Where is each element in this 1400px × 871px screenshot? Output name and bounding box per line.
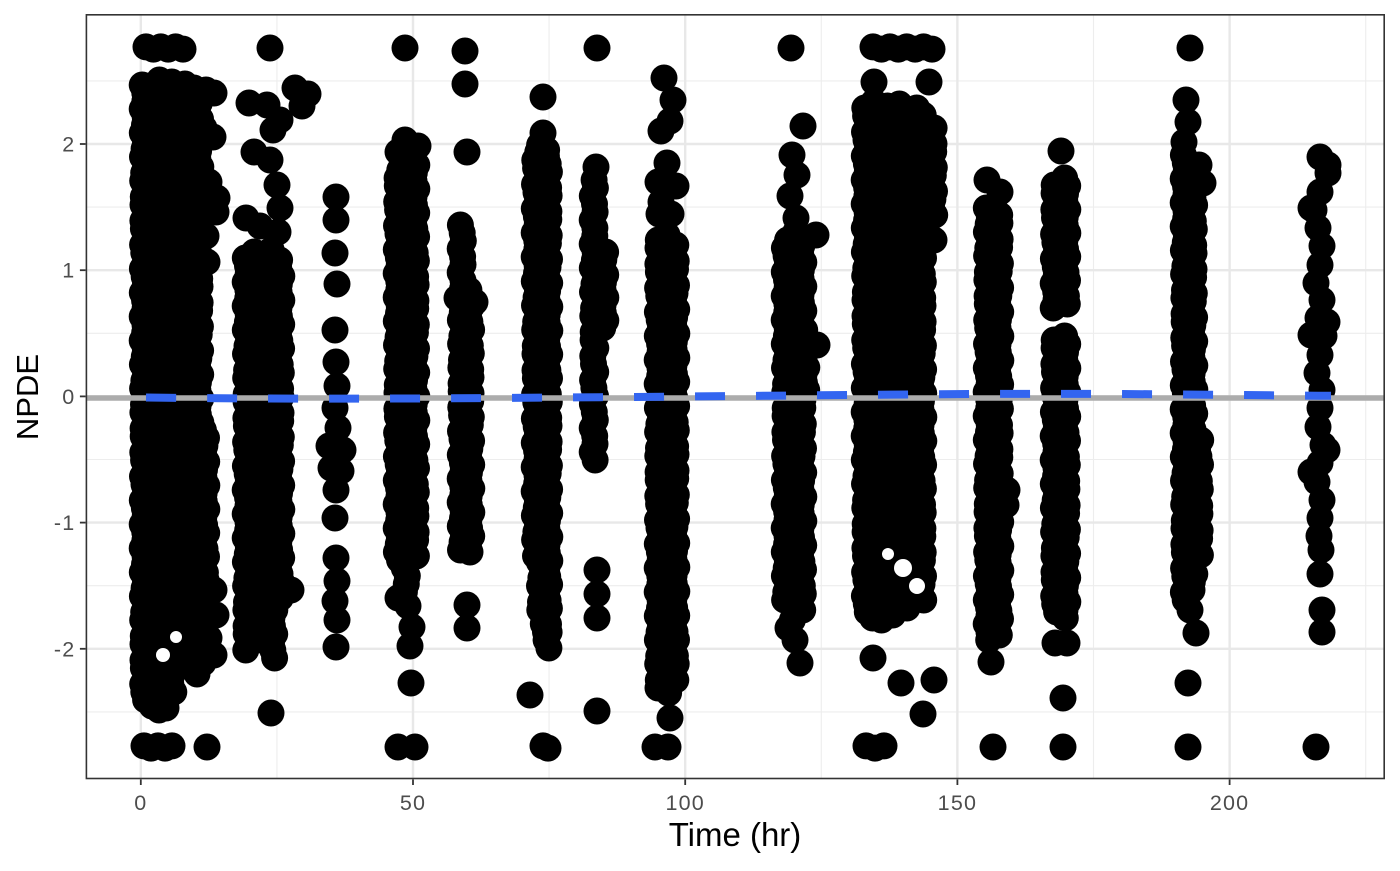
svg-text:-2: -2: [54, 637, 76, 661]
svg-text:0: 0: [62, 385, 75, 409]
svg-text:1: 1: [62, 259, 75, 283]
svg-text:2: 2: [62, 133, 75, 157]
svg-text:NPDE: NPDE: [10, 354, 45, 440]
svg-text:-1: -1: [54, 511, 76, 535]
svg-text:150: 150: [938, 791, 977, 815]
svg-text:50: 50: [400, 791, 426, 815]
svg-text:100: 100: [665, 791, 704, 815]
svg-text:200: 200: [1210, 791, 1249, 815]
svg-text:0: 0: [134, 791, 147, 815]
svg-text:Time (hr): Time (hr): [669, 816, 802, 853]
